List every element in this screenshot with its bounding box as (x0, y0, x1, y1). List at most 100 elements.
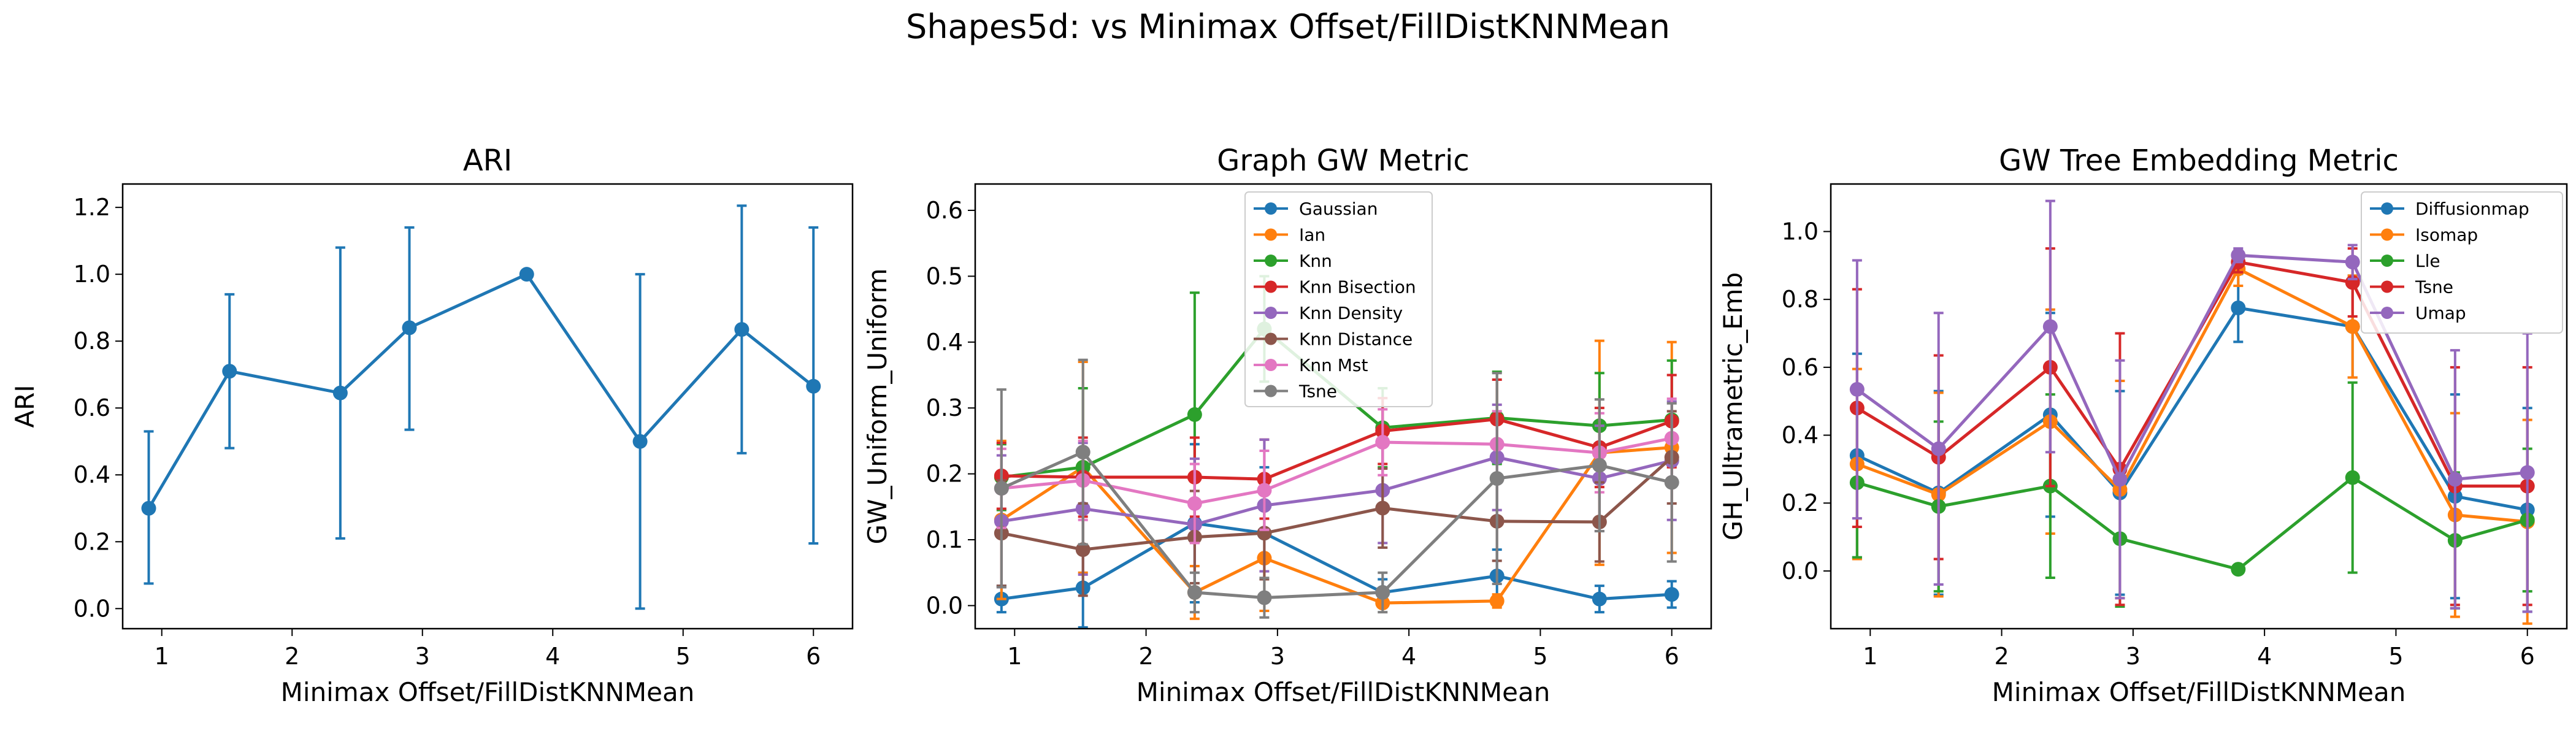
series-line (1856, 267, 2528, 524)
data-point (734, 322, 749, 337)
legend-marker (1265, 359, 1277, 371)
x-tick-label: 2 (285, 643, 299, 670)
y-tick-label: 0.4 (74, 461, 110, 488)
y-tick-label: 0.2 (926, 461, 963, 488)
x-tick-label: 1 (1007, 643, 1022, 670)
y-axis-label: ARI (10, 385, 40, 427)
x-tick-label: 5 (2388, 643, 2403, 670)
legend-marker (1265, 202, 1277, 215)
data-point (1257, 483, 1272, 498)
legend-entry: Knn Mst (1254, 355, 1368, 375)
legend-entry: Umap (2370, 303, 2466, 323)
series-tsne (994, 358, 1679, 619)
data-point (2520, 465, 2535, 480)
series-line (1856, 253, 2528, 483)
data-point (2345, 255, 2360, 270)
legend-label: Diffusionmap (2415, 199, 2529, 219)
y-tick-label: 1.2 (74, 194, 110, 221)
y-tick-label: 1.0 (1782, 218, 1819, 245)
legend-label: Isomap (2415, 225, 2478, 245)
legend-marker (1265, 255, 1277, 267)
data-point (1075, 445, 1091, 460)
legend-entry: Tsne (2370, 277, 2453, 297)
series-line (1857, 475, 2528, 571)
y-tick-label: 0.6 (74, 394, 110, 421)
x-tick-label: 5 (1533, 643, 1547, 670)
legend-label: Knn Distance (1299, 329, 1413, 350)
legend-entry: Lle (2370, 251, 2440, 271)
legend-entry: Diffusionmap (2370, 199, 2529, 219)
legend-label: Tsne (1298, 381, 1337, 402)
axes-frame (121, 183, 854, 630)
legend: Gaussian Ian Knn Knn Bisection Knn Density Kn… (1244, 191, 1433, 407)
plot-area (1849, 199, 2535, 625)
legend-entry: Knn Bisection (1254, 277, 1416, 297)
x-tick-label: 1 (155, 643, 169, 670)
x-axis-label: Minimax Offset/FillDistKNNMean (1992, 677, 2406, 707)
data-point (2345, 319, 2360, 334)
legend-marker (2381, 202, 2393, 215)
legend-label: Gaussian (1299, 199, 1378, 219)
data-point (2447, 472, 2463, 487)
y-axis-label: GH_Ultrametric_Emb (1718, 272, 1748, 540)
data-point (1187, 407, 1202, 422)
panel-title: GW Tree Embedding Metric (1999, 144, 2399, 178)
x-tick-label: 6 (2520, 643, 2535, 670)
legend-label: Knn Bisection (1299, 277, 1416, 297)
x-tick-label: 6 (1665, 643, 1679, 670)
data-point (2345, 470, 2360, 485)
data-point (2112, 472, 2128, 487)
legend-entry: Tsne (1254, 381, 1337, 402)
data-point (2231, 301, 2246, 316)
series-line (1001, 456, 1673, 551)
legend-label: Lle (2415, 251, 2440, 271)
plot-area (141, 204, 821, 610)
legend-marker (2381, 255, 2393, 267)
x-tick-label: 2 (1994, 643, 2009, 670)
data-point (1375, 435, 1390, 450)
y-tick-label: 0.8 (74, 328, 110, 355)
series-line (1000, 446, 1672, 605)
data-point (402, 320, 417, 335)
legend-entry: Isomap (2370, 225, 2478, 245)
data-point (1664, 587, 1679, 602)
x-tick-label: 4 (545, 643, 560, 670)
data-point (1592, 458, 1607, 473)
x-axis-label: Minimax Offset/FillDistKNNMean (1137, 677, 1551, 707)
data-point (1489, 593, 1505, 608)
x-tick-label: 3 (1270, 643, 1285, 670)
data-point (1187, 496, 1202, 511)
y-axis-label: GW_Uniform_Uniform (862, 269, 892, 545)
figure-title: Shapes5d: vs Minimax Offset/FillDistKNNM… (906, 7, 1670, 46)
x-tick-label: 1 (1863, 643, 1877, 670)
legend-box (2361, 191, 2563, 334)
data-point (1664, 475, 1679, 490)
plot-area (994, 275, 1679, 629)
legend-marker (1265, 280, 1277, 293)
data-point (1075, 542, 1091, 558)
series-umap (1849, 199, 2535, 613)
y-tick-label: 0.4 (1782, 422, 1819, 449)
series-line (1001, 456, 1673, 526)
legend-marker (2381, 307, 2393, 319)
y-tick-label: 0.8 (1782, 286, 1819, 313)
data-point (1187, 585, 1202, 600)
series-knn-density (994, 400, 1679, 592)
data-point (994, 481, 1009, 496)
data-point (1849, 381, 1865, 397)
y-tick-label: 0.0 (926, 592, 963, 619)
data-point (1375, 500, 1390, 516)
panel-title: Graph GW Metric (1217, 144, 1470, 178)
data-point (632, 434, 648, 449)
legend-label: Tsne (2415, 277, 2453, 297)
x-tick-label: 4 (1401, 643, 1416, 670)
x-tick-label: 5 (676, 643, 691, 670)
y-tick-label: 1.0 (74, 261, 110, 288)
legend-marker (1265, 228, 1277, 241)
legend-marker (1265, 307, 1277, 319)
legend-label: Umap (2415, 303, 2466, 323)
legend: Diffusionmap Isomap Lle Tsne Umap (2361, 191, 2563, 334)
legend-label: Knn Mst (1299, 355, 1368, 375)
x-axis-label: Minimax Offset/FillDistKNNMean (281, 677, 695, 707)
